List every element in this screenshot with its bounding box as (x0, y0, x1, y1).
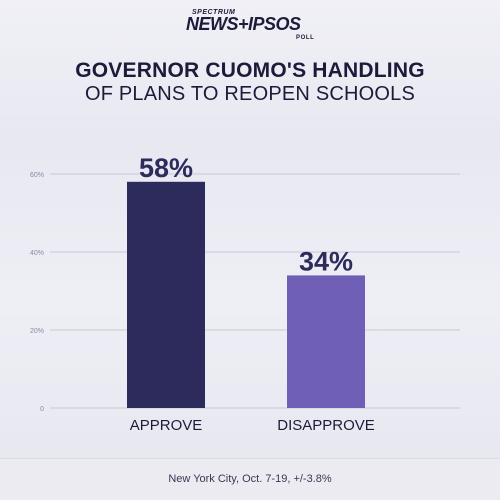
category-label: DISAPPROVE (277, 417, 375, 434)
bar-approve (127, 181, 205, 408)
y-tick-label: 40% (30, 250, 44, 257)
category-label: APPROVE (130, 417, 203, 434)
spectrum-news-ipsos-logo: SPECTRUM NEWS+IPSOS POLL (0, 8, 500, 44)
footer-bar: New York City, Oct. 7-19, +/-3.8% (0, 458, 500, 500)
bar-layer (127, 181, 365, 408)
value-label: 58% (139, 153, 193, 183)
logo-news-ipsos-text: NEWS+IPSOS (186, 14, 301, 34)
logo-poll-text: POLL (296, 35, 315, 41)
chart-title-line-1: GOVERNOR CUOMO'S HANDLING (75, 59, 425, 82)
bar-disapprove (287, 275, 365, 408)
grid-layer: 0 20% 40% 60% (30, 172, 460, 413)
y-tick-label: 20% (30, 328, 44, 335)
y-tick-label: 60% (30, 172, 44, 179)
chart-title-line-2: OF PLANS TO REOPEN SCHOOLS (84, 83, 416, 105)
logo-spectrum-text: SPECTRUM (192, 9, 236, 16)
y-tick-label: 0 (40, 406, 44, 413)
label-layer: 58% APPROVE 34% DISAPPROVE (130, 153, 375, 434)
value-label: 34% (299, 246, 353, 276)
footer-note: New York City, Oct. 7-19, +/-3.8% (168, 473, 332, 485)
